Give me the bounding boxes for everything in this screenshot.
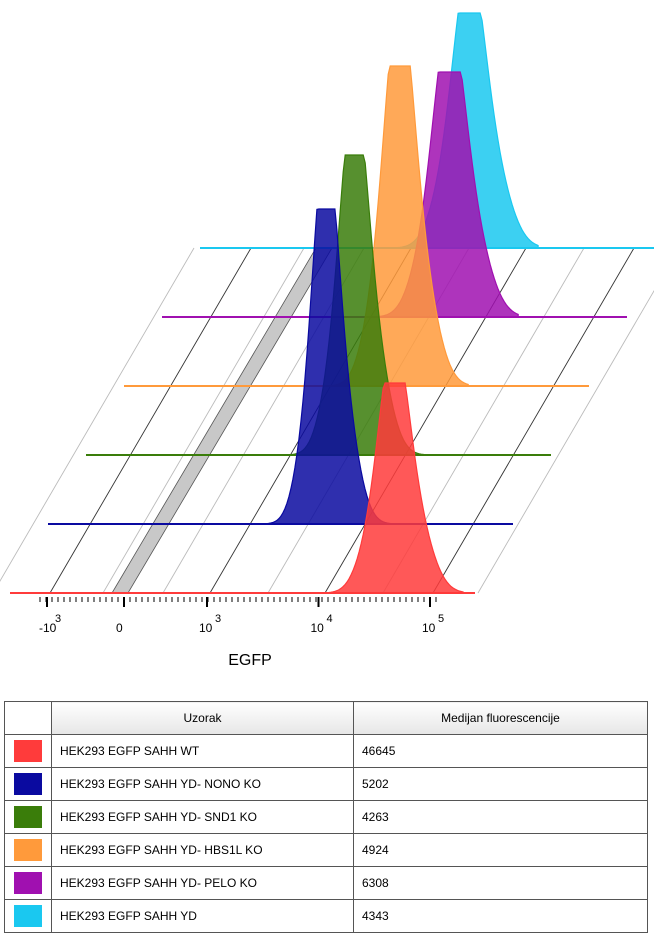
x-tick-label: 10 bbox=[422, 621, 436, 635]
sample-name: HEK293 EGFP SAHH WT bbox=[51, 734, 354, 768]
legend-swatch bbox=[14, 905, 42, 927]
grid-line bbox=[432, 247, 635, 594]
legend-swatch bbox=[14, 773, 42, 795]
legend-swatch-cell bbox=[4, 734, 52, 768]
grid-line bbox=[49, 247, 252, 594]
legend-swatch bbox=[14, 740, 42, 762]
sample-name: HEK293 EGFP SAHH YD- NONO KO bbox=[51, 767, 354, 801]
x-tick-exponent: 3 bbox=[215, 613, 221, 625]
table-header-row: Uzorak Medijan fluorescencije bbox=[4, 701, 648, 735]
grid-line bbox=[0, 247, 195, 582]
legend-swatch-cell bbox=[4, 800, 52, 834]
grid-line bbox=[477, 290, 654, 594]
table-row: HEK293 EGFP SAHH YD- HBS1L KO 4924 bbox=[4, 833, 648, 867]
table-row: HEK293 EGFP SAHH YD- NONO KO 5202 bbox=[4, 767, 648, 801]
sample-header: Uzorak bbox=[51, 701, 354, 735]
median-value: 6308 bbox=[353, 866, 648, 900]
table-row: HEK293 EGFP SAHH YD- PELO KO 6308 bbox=[4, 866, 648, 900]
sample-name: HEK293 EGFP SAHH YD- HBS1L KO bbox=[51, 833, 354, 867]
histogram-0 bbox=[322, 382, 464, 594]
median-value: 4924 bbox=[353, 833, 648, 867]
x-tick-exponent: 5 bbox=[438, 613, 444, 625]
legend-swatch-cell bbox=[4, 899, 52, 933]
median-value: 4343 bbox=[353, 899, 648, 933]
legend-swatch-cell bbox=[4, 767, 52, 801]
sample-name: HEK293 EGFP SAHH YD bbox=[51, 899, 354, 933]
legend-swatch bbox=[14, 806, 42, 828]
grid-line bbox=[102, 247, 305, 594]
median-value: 5202 bbox=[353, 767, 648, 801]
swatch-header bbox=[4, 701, 52, 735]
x-tick-exponent: 4 bbox=[327, 613, 333, 625]
legend-swatch bbox=[14, 872, 42, 894]
x-tick-label: -10 bbox=[39, 621, 57, 635]
table-body: HEK293 EGFP SAHH WT 46645 HEK293 EGFP SAHH… bbox=[4, 734, 648, 933]
legend-swatch bbox=[14, 839, 42, 861]
sample-name: HEK293 EGFP SAHH YD- PELO KO bbox=[51, 866, 354, 900]
table-row: HEK293 EGFP SAHH YD 4343 bbox=[4, 899, 648, 933]
x-axis-label: EGFP bbox=[228, 652, 272, 669]
zero-band bbox=[111, 247, 333, 594]
table-row: HEK293 EGFP SAHH YD- SND1 KO 4263 bbox=[4, 800, 648, 834]
table-row: HEK293 EGFP SAHH WT 46645 bbox=[4, 734, 648, 768]
median-value: 46645 bbox=[353, 734, 648, 768]
median-header: Medijan fluorescencije bbox=[353, 701, 648, 735]
x-tick-label: 0 bbox=[116, 621, 123, 635]
x-tick-label: 10 bbox=[199, 621, 213, 635]
legend-table: Uzorak Medijan fluorescencije HEK293 EGF… bbox=[4, 701, 648, 933]
legend-swatch-cell bbox=[4, 833, 52, 867]
x-tick-label: 10 bbox=[311, 621, 325, 635]
sample-name: HEK293 EGFP SAHH YD- SND1 KO bbox=[51, 800, 354, 834]
median-value: 4263 bbox=[353, 800, 648, 834]
x-tick-exponent: 3 bbox=[55, 613, 61, 625]
histogram-layers bbox=[254, 12, 539, 594]
legend-swatch-cell bbox=[4, 866, 52, 900]
